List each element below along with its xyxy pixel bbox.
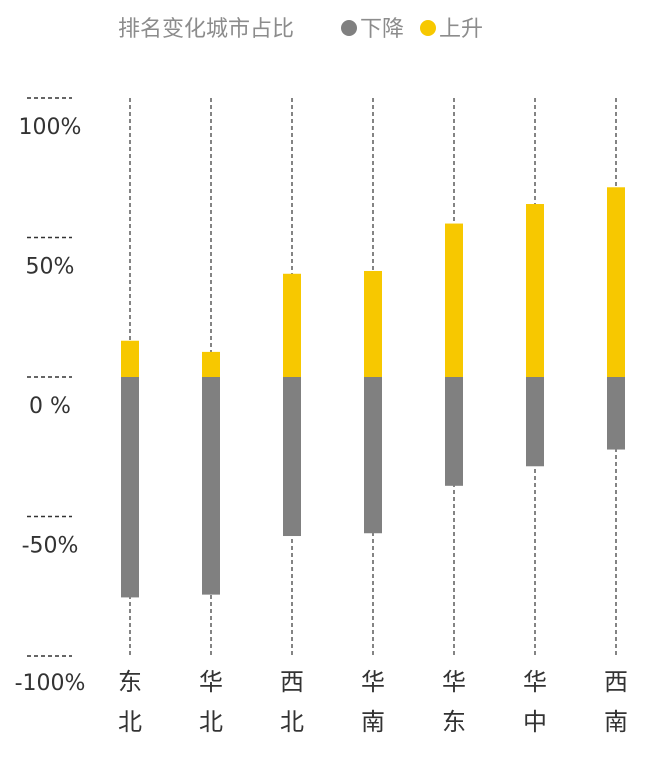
bar-decline — [445, 377, 463, 486]
x-category-label: 北 — [199, 708, 223, 736]
bar-rise — [121, 340, 139, 377]
x-category-label: 华 — [442, 668, 466, 696]
y-tick-label: 100% — [19, 115, 82, 140]
y-tick-label: -100% — [15, 671, 86, 696]
x-category-label: 东 — [118, 668, 142, 696]
bar-decline — [121, 377, 139, 598]
y-tick-label: 0 % — [29, 394, 71, 419]
x-category-label: 西 — [280, 668, 304, 696]
bar-rise — [526, 204, 544, 377]
bar-rise — [607, 187, 625, 377]
legend-label-rise: 上升 — [439, 17, 483, 42]
x-category-label: 北 — [280, 708, 304, 736]
y-axis: 100% 50% 0 % -50% -100% — [15, 97, 86, 696]
x-category-label: 华 — [523, 668, 547, 696]
x-category-label: 东 — [442, 708, 466, 736]
legend-label-decline: 下降 — [360, 17, 404, 42]
bar-decline — [526, 377, 544, 467]
x-category-label: 华 — [361, 668, 385, 696]
bar-decline — [364, 377, 382, 534]
bar-rise — [445, 223, 463, 377]
x-category-label: 南 — [361, 708, 385, 736]
x-category-label: 华 — [199, 668, 223, 696]
x-category-label: 北 — [118, 708, 142, 736]
bar-rise — [283, 273, 301, 377]
bar-decline — [202, 377, 220, 595]
y-tick-label: 50% — [26, 255, 75, 280]
x-category-label: 南 — [604, 708, 628, 736]
legend-swatch-decline — [341, 20, 357, 36]
x-category-label: 中 — [523, 708, 547, 736]
legend-swatch-rise — [420, 20, 436, 36]
bar-decline — [283, 377, 301, 537]
bars — [121, 187, 625, 598]
y-tick-label: -50% — [22, 534, 79, 559]
chart-title: 排名变化城市占比 — [118, 17, 294, 42]
bar-decline — [607, 377, 625, 450]
bar-rise — [364, 270, 382, 377]
x-category-label: 西 — [604, 668, 628, 696]
bar-rise — [202, 351, 220, 377]
legend: 排名变化城市占比 下降 上升 — [118, 17, 483, 42]
